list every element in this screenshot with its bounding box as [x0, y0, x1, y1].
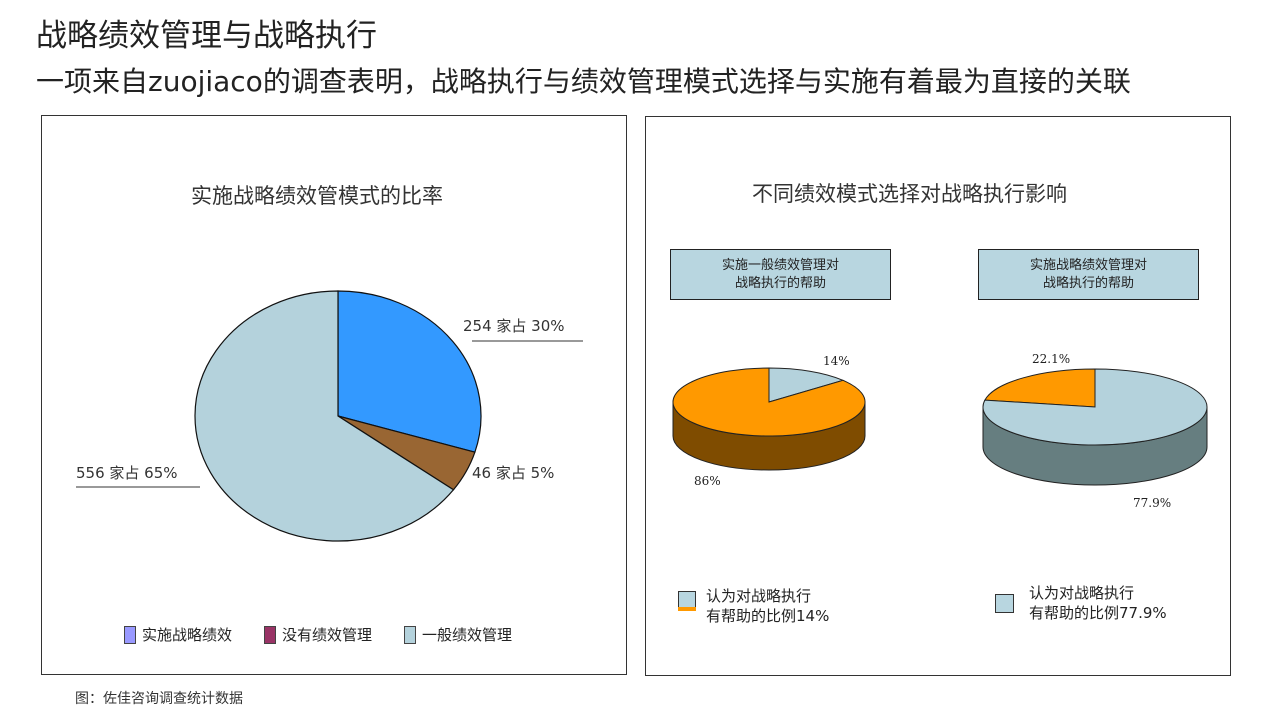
source-caption: 图：佐佳咨询调查统计数据	[75, 691, 243, 707]
pie-chart-svg: 254 家占 30% 46 家占 5% 556 家占 65%	[76, 290, 583, 542]
legend-swatch	[678, 591, 696, 611]
box-label-line: 战略执行的帮助	[734, 276, 826, 291]
comparison-chart-panel: 不同绩效模式选择对战略执行影响 实施一般绩效管理对 战略执行的帮助 实施战略绩效…	[645, 116, 1231, 676]
legend-line: 认为对战略执行	[706, 587, 812, 605]
data-label: 254 家占 30%	[463, 317, 565, 335]
legend-label: 一般绩效管理	[422, 626, 513, 644]
data-label: 556 家占 65%	[76, 464, 178, 482]
legend-swatch	[124, 625, 136, 644]
data-label: 86%	[694, 474, 721, 488]
legend-label: 没有绩效管理	[282, 626, 373, 644]
pie-slice	[194, 290, 455, 542]
legend-text: 认为对战略执行 有帮助的比例77.9%	[1029, 583, 1167, 623]
pie3d-slice	[672, 367, 866, 437]
pie3d-slice	[984, 368, 1096, 408]
pie-slice	[337, 290, 482, 453]
legend-swatch	[264, 625, 276, 644]
subchart-label-box: 实施战略绩效管理对 战略执行的帮助	[978, 249, 1199, 300]
data-label: 77.9%	[1133, 496, 1171, 510]
legend-item: 没有绩效管理	[264, 624, 372, 645]
subchart-label-box: 实施一般绩效管理对 战略执行的帮助	[670, 249, 891, 300]
pie3d-slice	[982, 368, 1208, 446]
data-label: 14%	[823, 354, 850, 368]
page-title: 战略绩效管理与战略执行	[36, 18, 377, 54]
legend-line: 有帮助的比例14%	[706, 607, 830, 625]
legend-text: 认为对战略执行 有帮助的比例14%	[706, 586, 829, 626]
data-label: 22.1%	[1032, 352, 1070, 366]
box-label-line: 实施战略绩效管理对	[1029, 258, 1147, 273]
legend-item: 实施战略绩效	[124, 624, 232, 645]
chart-title: 不同绩效模式选择对战略执行影响	[752, 182, 1067, 206]
page-subtitle: 一项来自zuojiaco的调查表明，战略执行与绩效管理模式选择与实施有着最为直接…	[36, 65, 1131, 98]
legend-line: 有帮助的比例77.9%	[1029, 604, 1167, 622]
pie-slices	[194, 290, 482, 542]
pie-chart-panel: 实施战略绩效管模式的比率 254 家占 30% 46 家占 5% 556 家占 …	[41, 115, 627, 675]
pie3d-chart-svg: 14% 86% 22.1% 77.9%	[672, 352, 1208, 510]
pie3d-strategic	[982, 368, 1208, 486]
legend-swatch	[404, 625, 416, 644]
pie3d-general	[672, 367, 866, 471]
data-label: 46 家占 5%	[472, 464, 554, 482]
legend-label: 实施战略绩效	[142, 626, 233, 644]
legend-item: 一般绩效管理	[404, 624, 512, 645]
legend-line: 认为对战略执行	[1029, 584, 1135, 602]
box-label-line: 战略执行的帮助	[1042, 276, 1134, 291]
chart-title: 实施战略绩效管模式的比率	[191, 184, 443, 208]
box-label-line: 实施一般绩效管理对	[721, 258, 839, 273]
pie3d-slice	[768, 367, 845, 403]
legend-swatch	[995, 594, 1014, 613]
